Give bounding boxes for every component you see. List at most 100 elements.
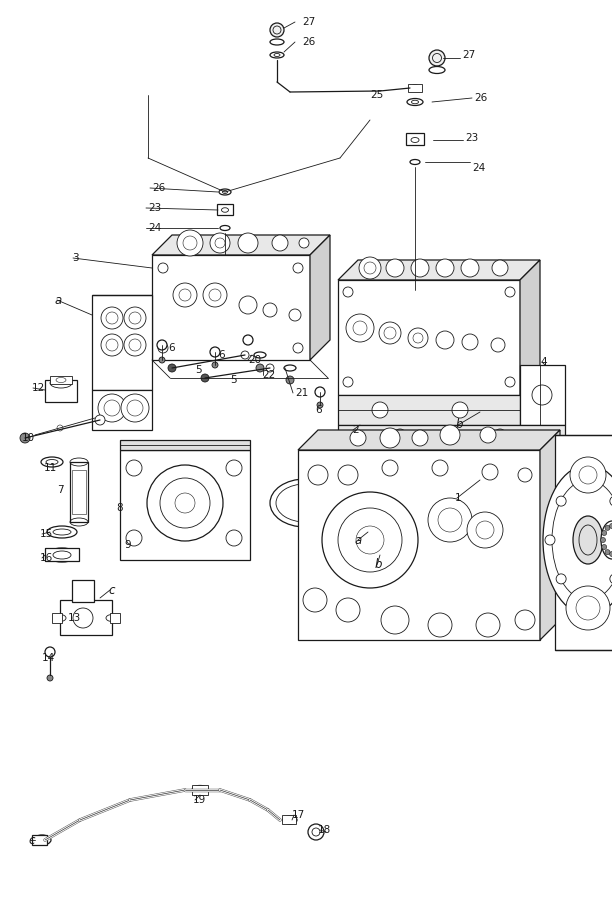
Circle shape [436,331,454,349]
Bar [45,548,79,561]
Bar [406,133,424,145]
Text: b: b [375,559,382,572]
Circle shape [461,259,479,277]
Text: b: b [456,418,463,431]
Text: 17: 17 [292,810,305,820]
Text: 4: 4 [540,357,547,367]
Circle shape [168,364,176,372]
Text: 1: 1 [455,493,461,503]
Circle shape [299,238,309,248]
Bar [52,613,62,623]
Bar [408,84,422,92]
Polygon shape [338,260,540,280]
Circle shape [452,402,468,418]
Circle shape [272,235,288,251]
Circle shape [286,376,294,384]
Circle shape [95,415,105,425]
Polygon shape [120,440,250,450]
Bar [72,580,94,602]
Circle shape [440,425,460,445]
Circle shape [566,586,610,630]
Circle shape [532,385,552,405]
Circle shape [101,334,123,356]
Polygon shape [92,390,152,430]
Circle shape [266,364,274,372]
Circle shape [289,309,301,321]
Circle shape [411,259,429,277]
Circle shape [412,430,428,446]
Text: 20: 20 [248,355,261,365]
Circle shape [379,322,401,344]
Circle shape [210,347,220,357]
Polygon shape [555,435,612,650]
Text: 3: 3 [72,253,78,263]
Circle shape [263,303,277,317]
Text: 21: 21 [295,388,308,398]
Circle shape [256,364,264,372]
Circle shape [518,468,532,482]
Bar [45,380,77,402]
Polygon shape [152,255,310,360]
Ellipse shape [543,465,612,615]
Circle shape [346,314,374,342]
Text: c: c [28,833,34,847]
Text: 6: 6 [218,350,225,360]
Ellipse shape [254,352,266,358]
Text: 10: 10 [22,433,35,443]
Ellipse shape [410,85,420,91]
Ellipse shape [407,135,423,145]
Polygon shape [120,450,250,560]
Circle shape [408,328,428,348]
Circle shape [492,260,508,276]
Circle shape [315,387,325,397]
Circle shape [177,230,203,256]
Circle shape [505,377,515,387]
Text: 9: 9 [124,540,130,550]
Circle shape [386,259,404,277]
Circle shape [338,465,358,485]
Text: 12: 12 [32,383,45,393]
Circle shape [336,598,360,622]
Circle shape [98,394,126,422]
Circle shape [293,263,303,273]
Bar [217,204,233,215]
Circle shape [173,283,197,307]
Circle shape [428,613,452,637]
Text: 8: 8 [116,503,122,513]
Circle shape [147,465,223,541]
Text: 11: 11 [44,463,58,473]
Text: 16: 16 [40,553,53,563]
Circle shape [158,343,168,353]
Circle shape [101,307,123,329]
Circle shape [462,334,478,350]
Text: 26: 26 [152,183,165,193]
Text: 27: 27 [462,50,476,60]
Circle shape [201,374,209,382]
Circle shape [545,535,555,545]
Ellipse shape [33,835,51,845]
Text: 22: 22 [262,370,275,380]
Text: 24: 24 [148,223,161,233]
Ellipse shape [601,521,612,559]
Circle shape [203,283,227,307]
Circle shape [159,357,165,363]
Circle shape [350,430,366,446]
Circle shape [372,402,388,418]
Circle shape [239,296,257,314]
Ellipse shape [50,378,72,388]
Circle shape [47,675,53,681]
Bar [60,600,112,635]
Polygon shape [338,395,520,425]
Polygon shape [520,260,540,395]
Circle shape [20,433,30,443]
Bar [110,613,120,623]
Circle shape [343,287,353,297]
Circle shape [270,23,284,37]
Ellipse shape [552,480,612,600]
Circle shape [359,257,381,279]
Circle shape [238,233,258,253]
Ellipse shape [283,816,297,824]
Circle shape [212,362,218,368]
Circle shape [480,427,496,443]
Circle shape [382,460,398,476]
